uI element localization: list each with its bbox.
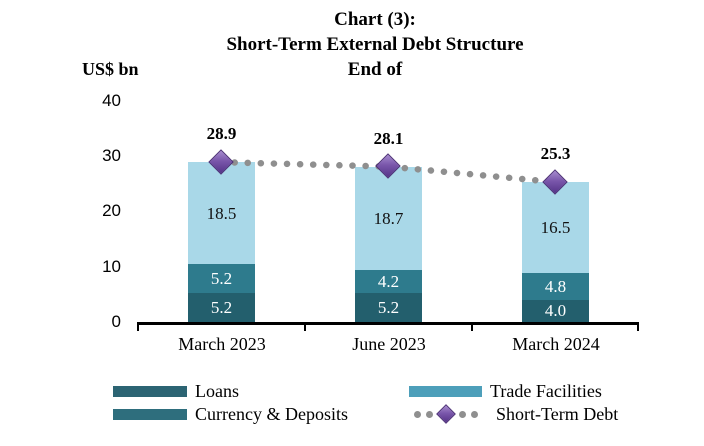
- bar-segment-currency-deposits: 5.2: [188, 264, 255, 294]
- bar-segment-trade-facilities: 18.7: [355, 166, 422, 270]
- bar-segment-value: 5.2: [377, 298, 400, 318]
- legend-swatch-currency-deposits: [113, 408, 187, 420]
- bar-segment-trade-facilities: 18.5: [188, 162, 255, 265]
- x-axis-tick: [137, 322, 139, 331]
- legend-swatch-trade-facilities: [409, 385, 482, 397]
- legend-item-short-term-debt: Short-Term Debt: [404, 402, 618, 426]
- legend-dot-icon: [426, 410, 433, 418]
- chart-title-line-1: Chart (3):: [334, 9, 416, 30]
- legend-dot-icon: [414, 410, 421, 418]
- bar-segment-value: 4.2: [377, 272, 400, 292]
- bar-segment-value: 16.5: [540, 218, 571, 238]
- y-axis-tick-10: 10: [102, 257, 121, 276]
- bar-segment-loans: 5.2: [355, 293, 422, 322]
- bar-segment-loans: 4.0: [522, 299, 589, 322]
- y-axis-tick-20: 20: [102, 201, 121, 220]
- y-axis-tick-30: 30: [102, 146, 121, 165]
- chart-title: Chart (3): Short-Term External Debt Stru…: [70, 7, 680, 82]
- y-axis-unit-label: US$ bn: [82, 59, 139, 79]
- bar-segment-value: 5.2: [210, 298, 233, 318]
- x-axis-tick: [471, 322, 473, 331]
- x-axis-line: [137, 322, 639, 325]
- legend-label-currency-deposits: Currency & Deposits: [195, 404, 348, 424]
- short-term-debt-value-label: 25.3: [540, 144, 571, 164]
- bar-segment-value: 4.8: [544, 277, 567, 297]
- legend-dot-icon: [459, 410, 466, 418]
- bar-segment-currency-deposits: 4.2: [355, 270, 422, 294]
- legend-label-short-term-debt: Short-Term Debt: [496, 404, 619, 424]
- legend-label-trade-facilities: Trade Facilities: [490, 381, 602, 401]
- legend-dot-icon: [471, 410, 478, 418]
- legend-dotted-diamond-key: [404, 404, 488, 424]
- short-term-debt-value-label: 28.9: [206, 124, 237, 144]
- legend-label-loans: Loans: [195, 381, 239, 401]
- bar-segment-value: 5.2: [210, 269, 233, 289]
- bar-segment-value: 4.0: [544, 301, 567, 321]
- legend-item-trade-facilities: Trade Facilities: [409, 379, 602, 403]
- bar-segment-value: 18.7: [373, 208, 404, 228]
- y-axis-tick-40: 40: [102, 91, 121, 110]
- legend-diamond-icon: [436, 404, 456, 424]
- legend-item-currency-deposits: Currency & Deposits: [113, 402, 348, 426]
- legend-swatch-loans: [113, 385, 187, 397]
- short-term-debt-value-label: 28.1: [373, 128, 404, 148]
- bar-segment-value: 18.5: [206, 203, 237, 223]
- x-category-label-march-2023: March 2023: [178, 334, 266, 354]
- legend-item-loans: Loans: [113, 379, 239, 403]
- bar-segment-loans: 5.2: [188, 293, 255, 322]
- x-axis-tick: [304, 322, 306, 331]
- chart-title-line-3: End of: [347, 59, 403, 80]
- bar-segment-currency-deposits: 4.8: [522, 273, 589, 300]
- x-axis-tick: [637, 322, 639, 331]
- x-category-label-june-2023: June 2023: [352, 334, 426, 354]
- chart-title-line-2: Short-Term External Debt Structure: [226, 34, 524, 55]
- x-category-label-march-2024: March 2024: [512, 334, 600, 354]
- bar-segment-trade-facilities: 16.5: [522, 182, 589, 274]
- y-axis-tick-0: 0: [111, 312, 121, 331]
